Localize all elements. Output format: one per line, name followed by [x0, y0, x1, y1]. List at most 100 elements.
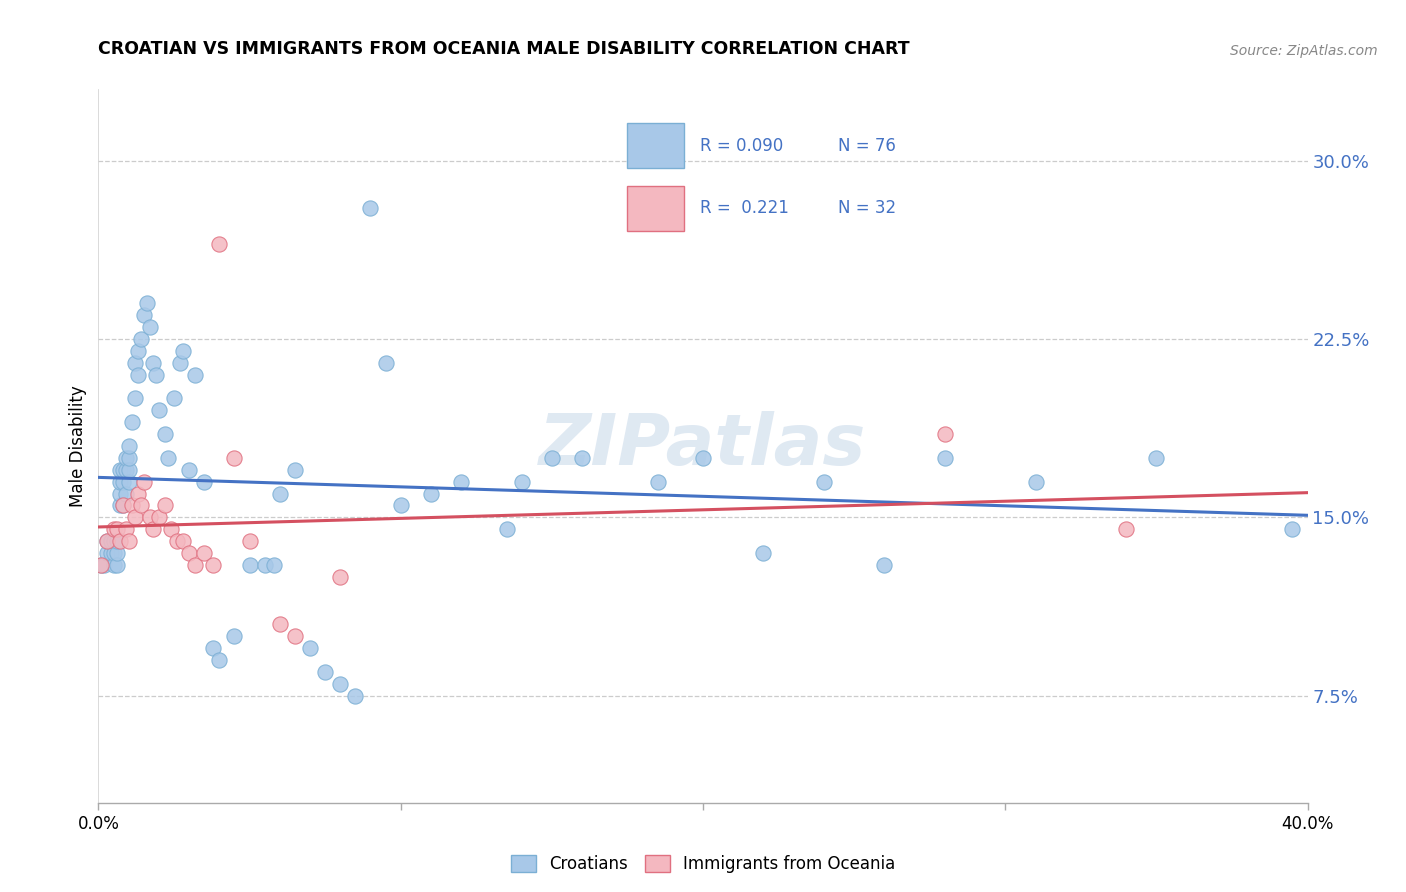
Point [103, 558, 125, 572]
Point [1115, 522, 1137, 536]
Point [132, 475, 155, 489]
Point [510, 475, 533, 489]
Point [299, 641, 322, 656]
Point [284, 629, 307, 643]
Point [108, 486, 131, 500]
Point [111, 499, 134, 513]
Point [108, 463, 131, 477]
Point [202, 558, 225, 572]
Point [360, 201, 382, 215]
Point [127, 486, 149, 500]
Legend: Croatians, Immigrants from Oceania: Croatians, Immigrants from Oceania [505, 848, 901, 880]
Point [263, 558, 285, 572]
Point [118, 463, 141, 477]
Point [208, 653, 231, 667]
Point [121, 415, 143, 429]
Text: Source: ZipAtlas.com: Source: ZipAtlas.com [1230, 44, 1378, 58]
Point [1281, 522, 1303, 536]
Point [114, 450, 136, 465]
Point [1144, 450, 1167, 465]
Point [121, 499, 143, 513]
Point [118, 439, 141, 453]
Point [540, 450, 562, 465]
Point [148, 403, 170, 417]
Point [269, 486, 291, 500]
Point [153, 499, 176, 513]
Point [118, 475, 141, 489]
Point [184, 558, 207, 572]
Point [103, 546, 125, 560]
Point [269, 617, 291, 632]
Point [813, 475, 835, 489]
Point [571, 450, 593, 465]
Point [103, 522, 125, 536]
Point [114, 522, 136, 536]
Point [96, 534, 118, 549]
Point [100, 534, 122, 549]
Point [193, 475, 215, 489]
Point [193, 546, 215, 560]
Point [179, 546, 201, 560]
Point [145, 368, 167, 382]
Point [329, 570, 352, 584]
Point [139, 320, 162, 334]
Point [239, 558, 262, 572]
Point [374, 356, 396, 370]
Point [124, 356, 146, 370]
Y-axis label: Male Disability: Male Disability [69, 385, 87, 507]
Point [224, 629, 246, 643]
Point [172, 343, 194, 358]
Point [148, 510, 170, 524]
Point [179, 463, 201, 477]
Point [184, 368, 207, 382]
Point [142, 356, 165, 370]
Point [132, 308, 155, 322]
Point [314, 665, 336, 679]
Point [934, 427, 956, 442]
Point [129, 332, 152, 346]
Point [100, 546, 122, 560]
Point [208, 236, 231, 251]
Point [129, 499, 152, 513]
Point [105, 546, 128, 560]
Point [142, 522, 165, 536]
Point [108, 499, 131, 513]
Point [90, 558, 112, 572]
Point [114, 486, 136, 500]
Point [118, 534, 141, 549]
Point [284, 463, 307, 477]
Point [127, 368, 149, 382]
Point [344, 689, 367, 703]
Point [495, 522, 517, 536]
Point [160, 522, 183, 536]
Point [1024, 475, 1046, 489]
Point [135, 296, 157, 310]
Point [156, 450, 179, 465]
Point [96, 546, 118, 560]
Point [239, 534, 262, 549]
Point [111, 499, 134, 513]
Text: CROATIAN VS IMMIGRANTS FROM OCEANIA MALE DISABILITY CORRELATION CHART: CROATIAN VS IMMIGRANTS FROM OCEANIA MALE… [98, 40, 910, 58]
Point [224, 450, 246, 465]
Point [111, 475, 134, 489]
Point [752, 546, 775, 560]
Point [105, 534, 128, 549]
Point [153, 427, 176, 442]
Point [253, 558, 276, 572]
Point [202, 641, 225, 656]
Point [139, 510, 162, 524]
Point [127, 343, 149, 358]
Point [90, 558, 112, 572]
Point [124, 510, 146, 524]
Point [934, 450, 956, 465]
Point [118, 450, 141, 465]
Point [692, 450, 714, 465]
Point [108, 475, 131, 489]
Point [105, 558, 128, 572]
Point [96, 534, 118, 549]
Point [172, 534, 194, 549]
Point [124, 392, 146, 406]
Point [105, 522, 128, 536]
Point [111, 463, 134, 477]
Point [103, 534, 125, 549]
